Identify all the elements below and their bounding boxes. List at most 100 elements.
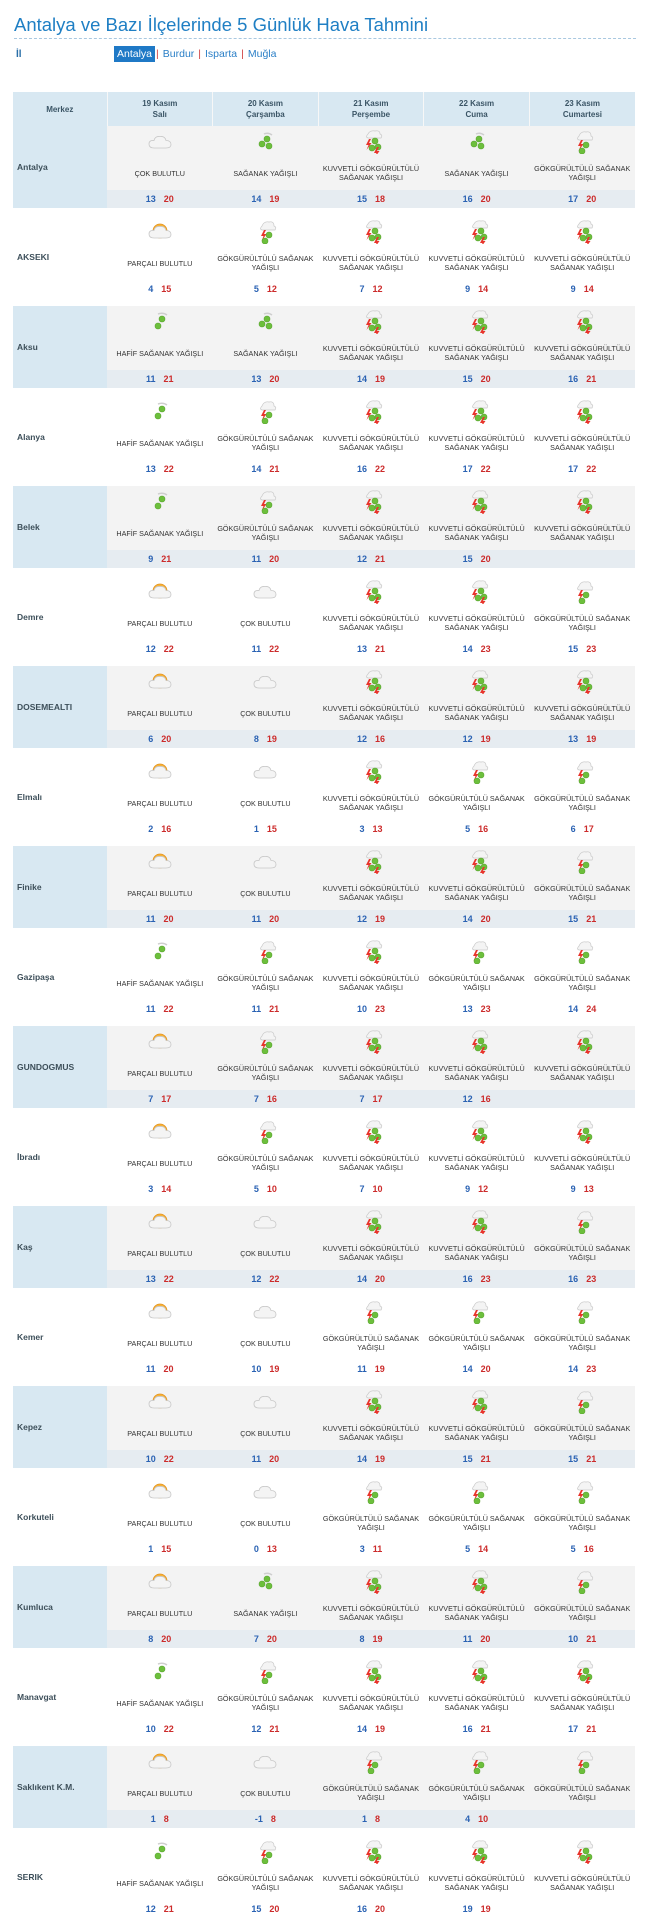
- high-temp: 21: [480, 1454, 491, 1464]
- province-link-2[interactable]: Isparta: [205, 48, 238, 60]
- weather-description: KUVVETLİ GÖKGÜRÜLTÜLÜ SAĞANAK YAĞIŞLI: [428, 1874, 525, 1892]
- high-temp: 16: [480, 1094, 491, 1104]
- temperature-range: 15 21: [529, 910, 635, 928]
- low-temp: 9: [465, 284, 471, 294]
- weather-description: KUVVETLİ GÖKGÜRÜLTÜLÜ SAĞANAK YAĞIŞLI: [534, 1694, 631, 1712]
- weather-description: SAĞANAK YAĞIŞLI: [212, 156, 319, 190]
- thunder-shower-icon: [529, 1746, 635, 1776]
- forecast-desc-row: PARÇALI BULUTLU GÖKGÜRÜLTÜLÜ SAĞANAK YAĞI…: [13, 1056, 635, 1090]
- weather-description: PARÇALI BULUTLU: [127, 258, 193, 268]
- weather-description: PARÇALI BULUTLU: [107, 1416, 213, 1450]
- temperature-range: 3 11: [318, 1540, 424, 1558]
- temperature-range: 11 21: [213, 1000, 319, 1018]
- weather-description: GÖKGÜRÜLTÜLÜ SAĞANAK YAĞIŞLI: [534, 614, 631, 632]
- high-temp: 23: [480, 1274, 491, 1284]
- temperature-range: 8 20: [107, 1630, 213, 1648]
- temperature-range: 13 22: [107, 1270, 213, 1288]
- low-temp: 16: [462, 1274, 473, 1284]
- forecast-desc-row: PARÇALI BULUTLU ÇOK BULUTLU KUVVETLİ GÖKGÜ…: [13, 876, 635, 910]
- forecast-temp-row: 13 22 12 22 14 20 16 23 16 23: [13, 1270, 635, 1288]
- forecast-desc-row: ÇOK BULUTLU SAĞANAK YAĞIŞLI KUVVETLİ GÖKGÜ…: [13, 156, 635, 190]
- thunder-shower-icon: [213, 396, 319, 426]
- low-temp: 12: [145, 644, 156, 654]
- temperature-range: 7 10: [318, 1180, 424, 1198]
- temperature-range: 13 20: [212, 370, 319, 388]
- temperature-range: 7 17: [318, 1090, 424, 1108]
- row-gap-cell: [13, 298, 635, 306]
- weather-description: GÖKGÜRÜLTÜLÜ SAĞANAK YAĞIŞLI: [529, 876, 635, 910]
- heavy-thunder-shower-icon: [424, 396, 530, 426]
- temperature-range: 5 16: [529, 1540, 635, 1558]
- shower-icon: [423, 126, 530, 156]
- temperature-range: [529, 550, 635, 568]
- weather-description: KUVVETLİ GÖKGÜRÜLTÜLÜ SAĞANAK YAĞIŞLI: [322, 614, 420, 632]
- weather-description: HAFİF SAĞANAK YAĞIŞLI: [107, 336, 213, 370]
- low-temp: 11: [146, 1364, 156, 1374]
- city-name: Demre: [17, 612, 44, 622]
- high-temp: 16: [374, 734, 385, 744]
- high-temp: 20: [480, 554, 491, 564]
- forecast-desc-row: PARÇALI BULUTLU GÖKGÜRÜLTÜLÜ SAĞANAK YAĞI…: [13, 246, 635, 280]
- weather-description: KUVVETLİ GÖKGÜRÜLTÜLÜ SAĞANAK YAĞIŞLI: [318, 336, 424, 370]
- low-temp: 14: [462, 644, 473, 654]
- province-link-1[interactable]: Burdur: [162, 48, 195, 60]
- weather-description: HAFİF SAĞANAK YAĞIŞLI: [116, 1698, 204, 1708]
- high-temp: 21: [586, 1634, 597, 1644]
- forecast-desc-row: PARÇALI BULUTLU ÇOK BULUTLU KUVVETLİ GÖKGÜ…: [13, 786, 635, 820]
- temperature-range: 13 19: [529, 730, 635, 748]
- low-temp: 11: [251, 914, 262, 924]
- weather-description: HAFİF SAĞANAK YAĞIŞLI: [116, 978, 204, 988]
- row-gap: [13, 1648, 635, 1656]
- low-temp: 5: [570, 1544, 576, 1554]
- temperature-range: 11 19: [318, 1360, 424, 1378]
- high-temp: 14: [478, 1544, 489, 1554]
- low-temp: 4: [148, 284, 154, 294]
- heavy-thunder-shower-icon: [529, 306, 635, 336]
- province-link-3[interactable]: Muğla: [247, 48, 277, 60]
- heavy-thunder-shower-icon: [424, 1656, 530, 1686]
- low-temp: 5: [465, 1544, 471, 1554]
- partly-cloudy-icon: [107, 1746, 213, 1776]
- weather-description: PARÇALI BULUTLU: [127, 1158, 193, 1168]
- forecast-icon-row: GUNDOGMUS: [13, 1026, 635, 1108]
- weather-description: KUVVETLİ GÖKGÜRÜLTÜLÜ SAĞANAK YAĞIŞLI: [423, 696, 530, 730]
- high-temp: 13: [372, 824, 383, 834]
- high-temp: 16: [266, 1094, 277, 1104]
- high-temp: 20: [269, 1904, 280, 1914]
- temperature-range: 8 19: [318, 1630, 424, 1648]
- weather-description: KUVVETLİ GÖKGÜRÜLTÜLÜ SAĞANAK YAĞIŞLI: [529, 336, 635, 370]
- temperature-range: 11 20: [107, 910, 213, 928]
- low-temp: 14: [251, 464, 262, 474]
- weather-description: GÖKGÜRÜLTÜLÜ SAĞANAK YAĞIŞLI: [428, 794, 525, 812]
- forecast-desc-row: PARÇALI BULUTLU ÇOK BULUTLU KUVVETLİ GÖKGÜ…: [13, 606, 635, 640]
- title-divider: [14, 38, 636, 39]
- temperature-range: 14 24: [529, 1000, 635, 1018]
- low-temp: 11: [146, 1004, 156, 1014]
- partly-cloudy-icon: [107, 1386, 213, 1416]
- temperature-range: [529, 1900, 635, 1918]
- low-temp: 13: [568, 734, 579, 744]
- low-temp: 14: [568, 1004, 579, 1014]
- weather-description: KUVVETLİ GÖKGÜRÜLTÜLÜ SAĞANAK YAĞIŞLI: [423, 516, 530, 550]
- low-temp: 15: [568, 644, 579, 654]
- forecast-icon-row: Gazipaşa: [13, 936, 635, 982]
- temperature-range: 12 16: [423, 1090, 530, 1108]
- forecast-icon-row: Finike: [13, 846, 635, 928]
- low-temp: 8: [359, 1634, 365, 1644]
- weather-description: KUVVETLİ GÖKGÜRÜLTÜLÜ SAĞANAK YAĞIŞLI: [428, 434, 525, 452]
- high-temp: 21: [586, 914, 597, 924]
- thunder-shower-icon: [529, 1566, 635, 1596]
- temperature-range: 16 22: [318, 460, 424, 478]
- temperature-range: 14 20: [318, 1270, 424, 1288]
- low-temp: 5: [253, 284, 259, 294]
- row-gap: [13, 1018, 635, 1026]
- high-temp: 15: [161, 1544, 172, 1554]
- weather-description: GÖKGÜRÜLTÜLÜ SAĞANAK YAĞIŞLI: [318, 1776, 424, 1810]
- temperature-range: 10 19: [213, 1360, 319, 1378]
- low-temp: 15: [568, 1454, 579, 1464]
- day-date: 22 Kasım: [459, 99, 495, 108]
- low-temp: 13: [145, 464, 156, 474]
- temperature-range: 16 23: [423, 1270, 530, 1288]
- province-link-0[interactable]: Antalya: [114, 46, 156, 62]
- heavy-thunder-shower-icon: [318, 936, 424, 966]
